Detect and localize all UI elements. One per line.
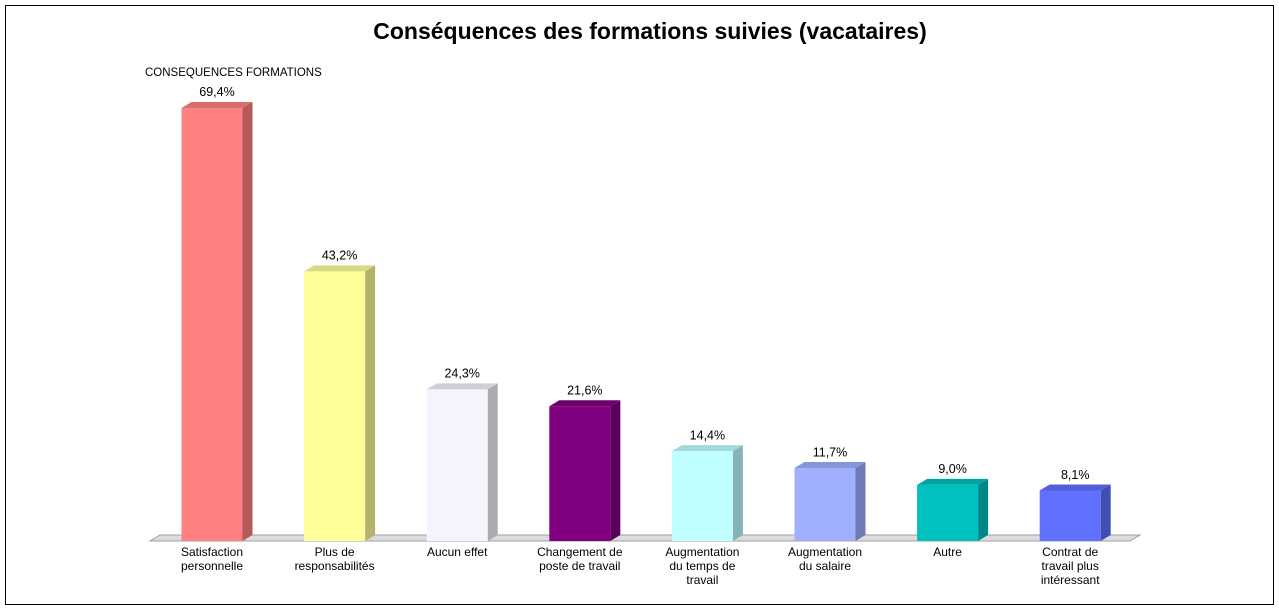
bar [1039,484,1111,541]
bar-top [549,400,621,407]
chart-title: Conséquences des formations suivies (vac… [373,18,927,44]
bar-front [794,467,856,541]
value-label: 21,6% [567,384,602,398]
x-tick-label: Changement de poste de travail [537,545,623,573]
bar-top [181,101,253,108]
bar-side [732,445,743,541]
bar [917,478,989,541]
x-tick-label: Contrat de travail plus intéressant [1040,545,1100,587]
value-label: 43,2% [322,249,357,263]
bar [426,383,498,541]
bar-front [426,389,488,541]
bar-front [917,484,979,541]
bar-side [242,101,253,541]
value-label: 11,7% [813,445,848,459]
bar [549,400,621,541]
value-label: 24,3% [444,367,479,381]
bar-side [978,478,989,541]
x-tick-label: Satisfaction personnelle [180,545,244,573]
bar-top [304,265,376,272]
bar-top [1039,484,1111,491]
bar-front [1039,490,1101,541]
bar-side [1100,484,1111,541]
bar-front [181,107,243,541]
value-label: 14,4% [690,428,725,442]
bar-front [549,406,611,541]
x-tick-label: Augmentation du temps de travail [665,545,740,587]
bar-side [487,383,498,541]
bar-front [304,271,366,541]
value-label: 9,0% [938,462,967,476]
floor [148,534,1142,542]
value-label: 8,1% [1061,468,1090,482]
bar [794,461,866,541]
value-label: 69,4% [199,85,234,99]
bar [181,101,253,541]
x-tick-label: Augmentation du salaire [787,545,863,573]
bar-top [426,383,498,390]
bar [304,265,376,541]
bar [671,445,743,541]
bar-front [671,451,733,541]
x-tick-label: Autre [933,545,962,559]
bar-side [855,461,866,541]
x-tick-label: Aucun effet [426,545,488,559]
bar-top [671,445,743,452]
bar-top [917,478,989,485]
bar-side [365,265,376,541]
bar-top [794,461,866,468]
x-tick-label: Plus de responsabilités [294,545,375,573]
bar-side [610,400,621,541]
chart-subtitle: CONSEQUENCES FORMATIONS [145,67,322,79]
